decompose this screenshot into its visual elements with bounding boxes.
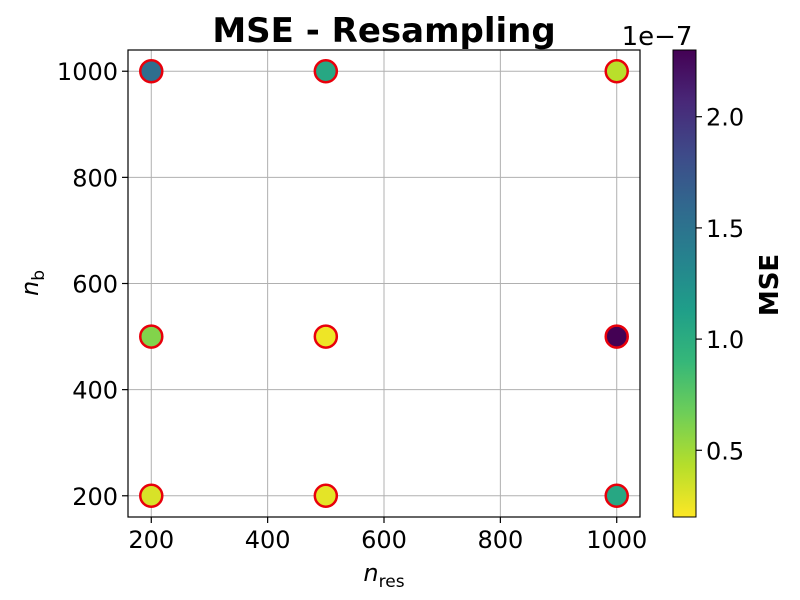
grid-lines — [128, 50, 640, 517]
x-axis-ticks: 200 400 600 800 1000 — [128, 517, 647, 554]
data-point — [313, 483, 339, 509]
colorbar — [672, 49, 697, 518]
chart-title: MSE - Resampling — [212, 11, 555, 51]
y-axis-ticks: 200 400 600 800 1000 — [57, 58, 128, 511]
data-point — [139, 324, 164, 349]
data-points — [139, 58, 629, 509]
colorbar-tick-label: 1.5 — [706, 215, 744, 243]
data-point — [313, 324, 339, 349]
x-axis-label: nres — [363, 559, 404, 592]
data-point — [139, 483, 164, 509]
x-tick-label: 200 — [128, 526, 174, 554]
x-tick-label: 1000 — [586, 526, 647, 554]
x-tick-label: 800 — [477, 526, 523, 554]
data-point — [604, 324, 629, 349]
colorbar-label: MSE — [755, 254, 785, 316]
data-point — [604, 483, 629, 509]
data-point — [604, 58, 629, 84]
y-tick-label: 600 — [72, 271, 118, 299]
x-tick-label: 600 — [361, 526, 407, 554]
y-tick-label: 200 — [72, 483, 118, 511]
colorbar-tick-label: 2.0 — [706, 104, 744, 132]
data-point — [139, 58, 164, 84]
y-tick-label: 1000 — [57, 58, 118, 86]
y-tick-label: 400 — [72, 377, 118, 405]
data-point — [313, 58, 339, 84]
colorbar-tick-label: 1.0 — [706, 326, 744, 354]
colorbar-offset-text: 1e−7 — [622, 22, 693, 52]
y-tick-label: 800 — [72, 164, 118, 192]
y-axis-label: nb — [16, 270, 49, 296]
x-tick-label: 400 — [245, 526, 291, 554]
colorbar-tick-label: 0.5 — [706, 437, 744, 465]
colorbar-ticks: 0.5 1.0 1.5 2.0 — [696, 104, 744, 465]
